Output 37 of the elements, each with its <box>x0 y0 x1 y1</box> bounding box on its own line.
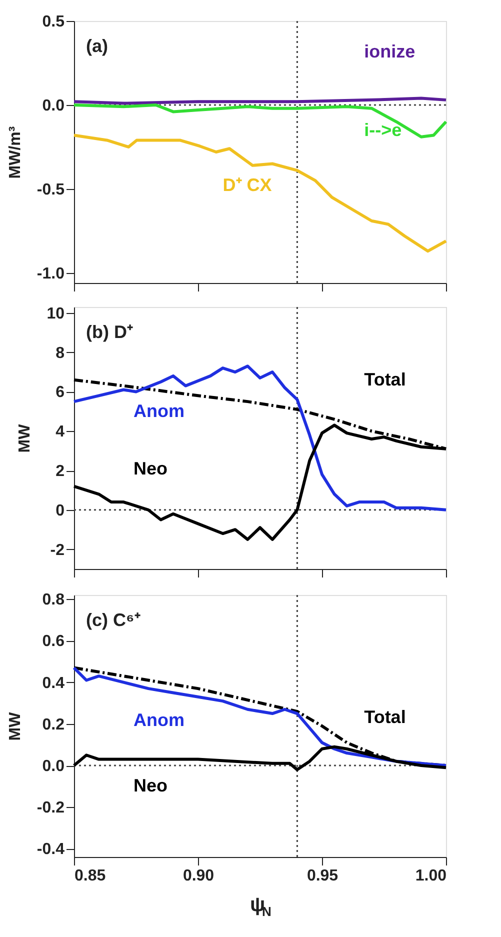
y-tick-label: 4 <box>56 424 65 441</box>
series-label: Total <box>364 707 406 728</box>
y-tick-label: 2 <box>56 463 65 480</box>
annotation: (c) C⁶⁺ <box>86 610 140 630</box>
y-tick-label: -1.0 <box>36 265 65 282</box>
y-axis-title: MW/m³ <box>6 126 24 179</box>
text: Total <box>364 369 406 390</box>
series-label: Anom <box>134 400 185 421</box>
y-axis-title: MW <box>6 711 24 741</box>
y-tick-label: 10 <box>46 305 65 322</box>
x-tick-label: 0.95 <box>306 868 338 884</box>
y-tick-label: 6 <box>56 384 65 402</box>
series-label: i-->e <box>364 120 402 140</box>
annotation: (b) D⁺ <box>86 322 133 342</box>
y-tick-label: 0.0 <box>42 97 65 114</box>
y-tick-label: 0.8 <box>42 592 65 609</box>
y-tick-label: 0.2 <box>42 716 65 734</box>
y-tick-label: -2 <box>50 542 65 559</box>
annotation: (a) <box>86 36 108 56</box>
y-tick-label: 8 <box>56 344 65 362</box>
x-tick-label: 0.90 <box>182 868 214 884</box>
y-tick-label: 0.4 <box>42 674 65 692</box>
y-tick-label: 0.6 <box>42 633 65 650</box>
y-tick-label: 0 <box>56 502 65 520</box>
y-tick-label: 0.5 <box>42 14 65 30</box>
x-tick-label: 1.00 <box>415 868 447 884</box>
series-label: Neo <box>134 458 168 478</box>
series-label: D⁺ CX <box>222 175 272 196</box>
y-axis-title: MW <box>16 423 34 453</box>
y-tick-label: -0.4 <box>36 841 65 858</box>
y-tick-label: -0.2 <box>36 800 65 817</box>
text: ionize <box>364 41 416 62</box>
x-tick-label: 0.85 <box>74 868 106 884</box>
y-tick-label: -0.5 <box>36 181 65 198</box>
y-tick-label: 0.0 <box>42 758 65 776</box>
series-label: Anom <box>134 710 185 730</box>
series-label: Neo <box>134 775 168 796</box>
